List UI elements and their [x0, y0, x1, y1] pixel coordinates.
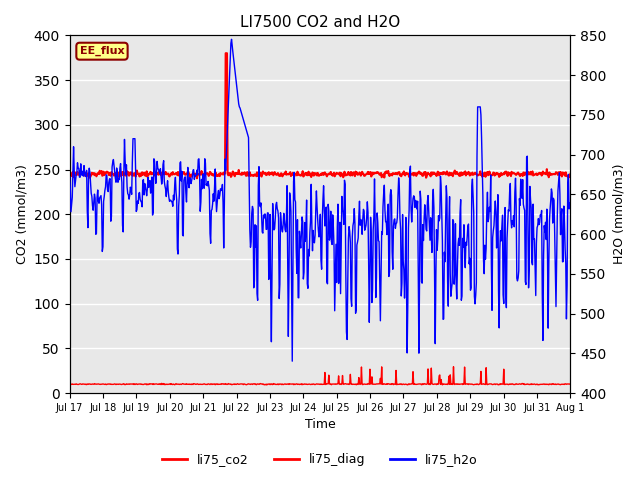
Y-axis label: CO2 (mmol/m3): CO2 (mmol/m3) — [15, 164, 28, 264]
Y-axis label: H2O (mmol/m3): H2O (mmol/m3) — [612, 164, 625, 264]
Text: EE_flux: EE_flux — [79, 46, 124, 56]
X-axis label: Time: Time — [305, 419, 335, 432]
Legend: li75_co2, li75_diag, li75_h2o: li75_co2, li75_diag, li75_h2o — [157, 448, 483, 471]
Title: LI7500 CO2 and H2O: LI7500 CO2 and H2O — [240, 15, 400, 30]
